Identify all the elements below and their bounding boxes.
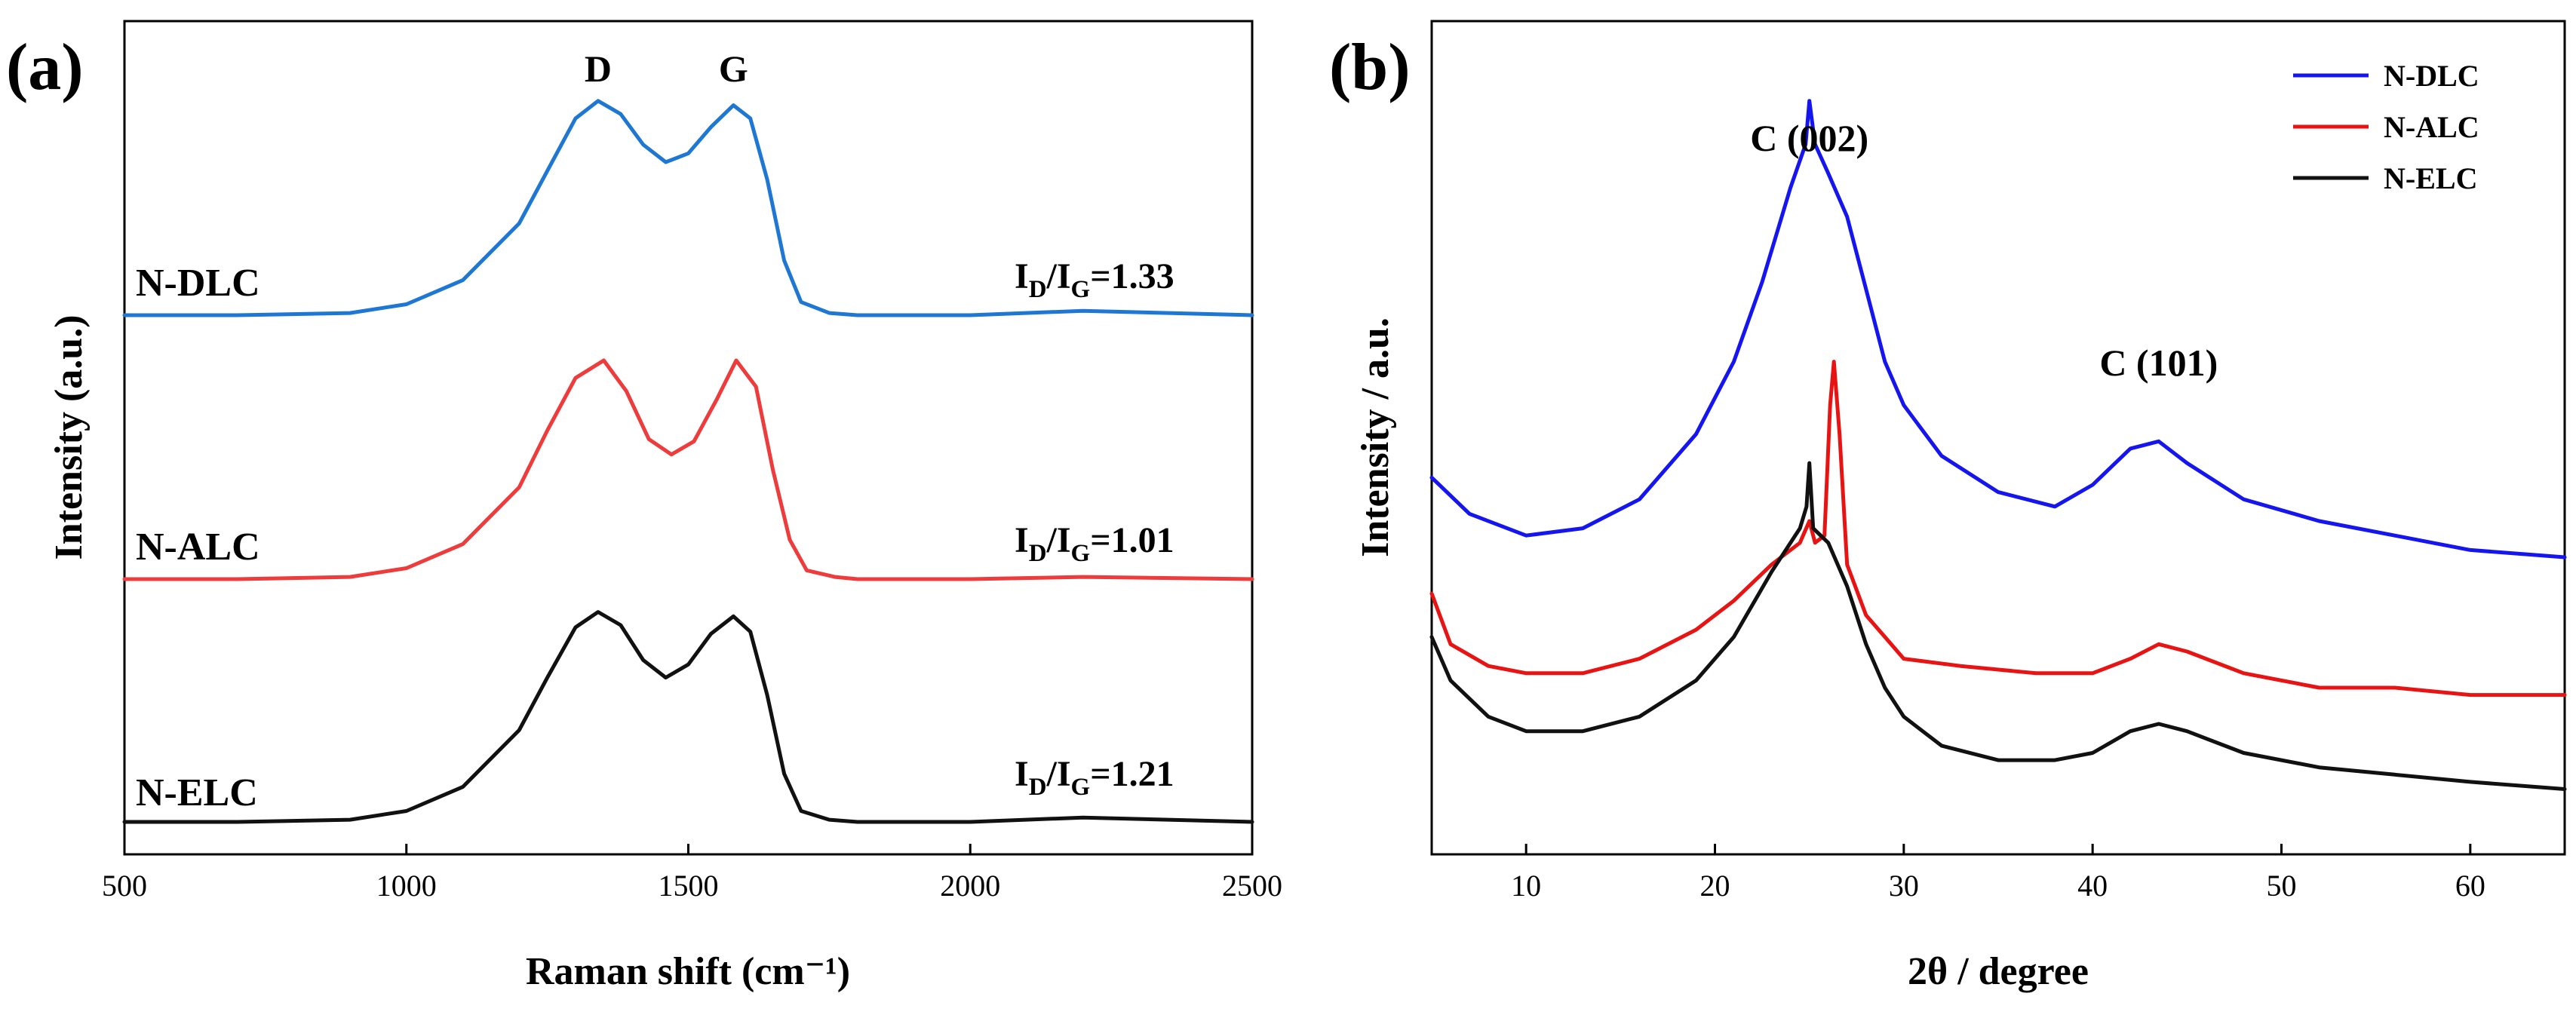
x-tick-label: 60: [2455, 869, 2485, 903]
panel-b-label: (b): [1329, 31, 1411, 104]
panel-b-curves: [1429, 99, 2567, 791]
legend-label-n-dlc: N-DLC: [2384, 59, 2479, 93]
panel-a-curves: [122, 99, 1254, 824]
x-tick-label: 1500: [659, 869, 719, 903]
x-tick-label: 40: [2077, 869, 2108, 903]
ratio-n-elc: ID/IG=1.21: [1015, 754, 1174, 801]
panel-b-legend: N-DLC N-ALC N-ELC: [2293, 59, 2479, 195]
series-label-n-alc: N-ALC: [136, 526, 260, 569]
panel-b-xrd: (b) 10 20 30 40 50 60 C (002) C (101) N-DLC N…: [1329, 20, 2567, 993]
peak-label-c101: C (101): [2099, 342, 2218, 384]
panel-a-ticks: 500 1000 1500 2000 2500: [102, 844, 1282, 903]
raman-curve-n-elc: [122, 610, 1254, 824]
xrd-curve-n-elc: [1429, 461, 2567, 791]
ratio-n-alc: ID/IG=1.01: [1015, 520, 1174, 567]
panel-b-x-axis-title: 2θ / degree: [1908, 950, 2089, 993]
peak-label-g: G: [719, 48, 748, 90]
series-label-n-dlc: N-DLC: [136, 262, 260, 305]
panel-b-y-axis-title: Intensity / a.u.: [1354, 317, 1397, 557]
panel-b-ticks: 10 20 30 40 50 60: [1511, 844, 2485, 903]
panel-a-x-axis-title: Raman shift (cm⁻¹): [526, 950, 850, 993]
panel-a-y-axis-title: Intensity (a.u.): [48, 314, 91, 560]
legend-label-n-elc: N-ELC: [2384, 161, 2477, 195]
x-tick-label: 10: [1511, 869, 1541, 903]
panel-b-frame: [1430, 20, 2566, 856]
raman-curve-n-dlc: [122, 99, 1254, 317]
x-tick-label: 500: [102, 869, 147, 903]
x-tick-label: 50: [2267, 869, 2297, 903]
legend-label-n-alc: N-ALC: [2384, 110, 2479, 144]
peak-label-c002: C (002): [1750, 117, 1868, 159]
raman-curve-n-alc: [122, 358, 1254, 581]
x-tick-label: 20: [1700, 869, 1730, 903]
panel-a-frame: [123, 20, 1254, 856]
xrd-curve-n-dlc: [1429, 99, 2567, 560]
panel-a-raman: (a) 500 1000 1500 2000 2500 D G N-DLC N-ALC …: [6, 20, 1282, 993]
peak-label-d: D: [585, 48, 612, 90]
ratio-n-dlc: ID/IG=1.33: [1015, 256, 1174, 303]
x-tick-label: 30: [1889, 869, 1919, 903]
x-tick-label: 1000: [376, 869, 437, 903]
xrd-curve-n-alc: [1429, 360, 2567, 697]
x-tick-label: 2000: [940, 869, 1000, 903]
series-label-n-elc: N-ELC: [136, 771, 258, 814]
x-tick-label: 2500: [1222, 869, 1282, 903]
panel-a-label: (a): [6, 31, 84, 104]
